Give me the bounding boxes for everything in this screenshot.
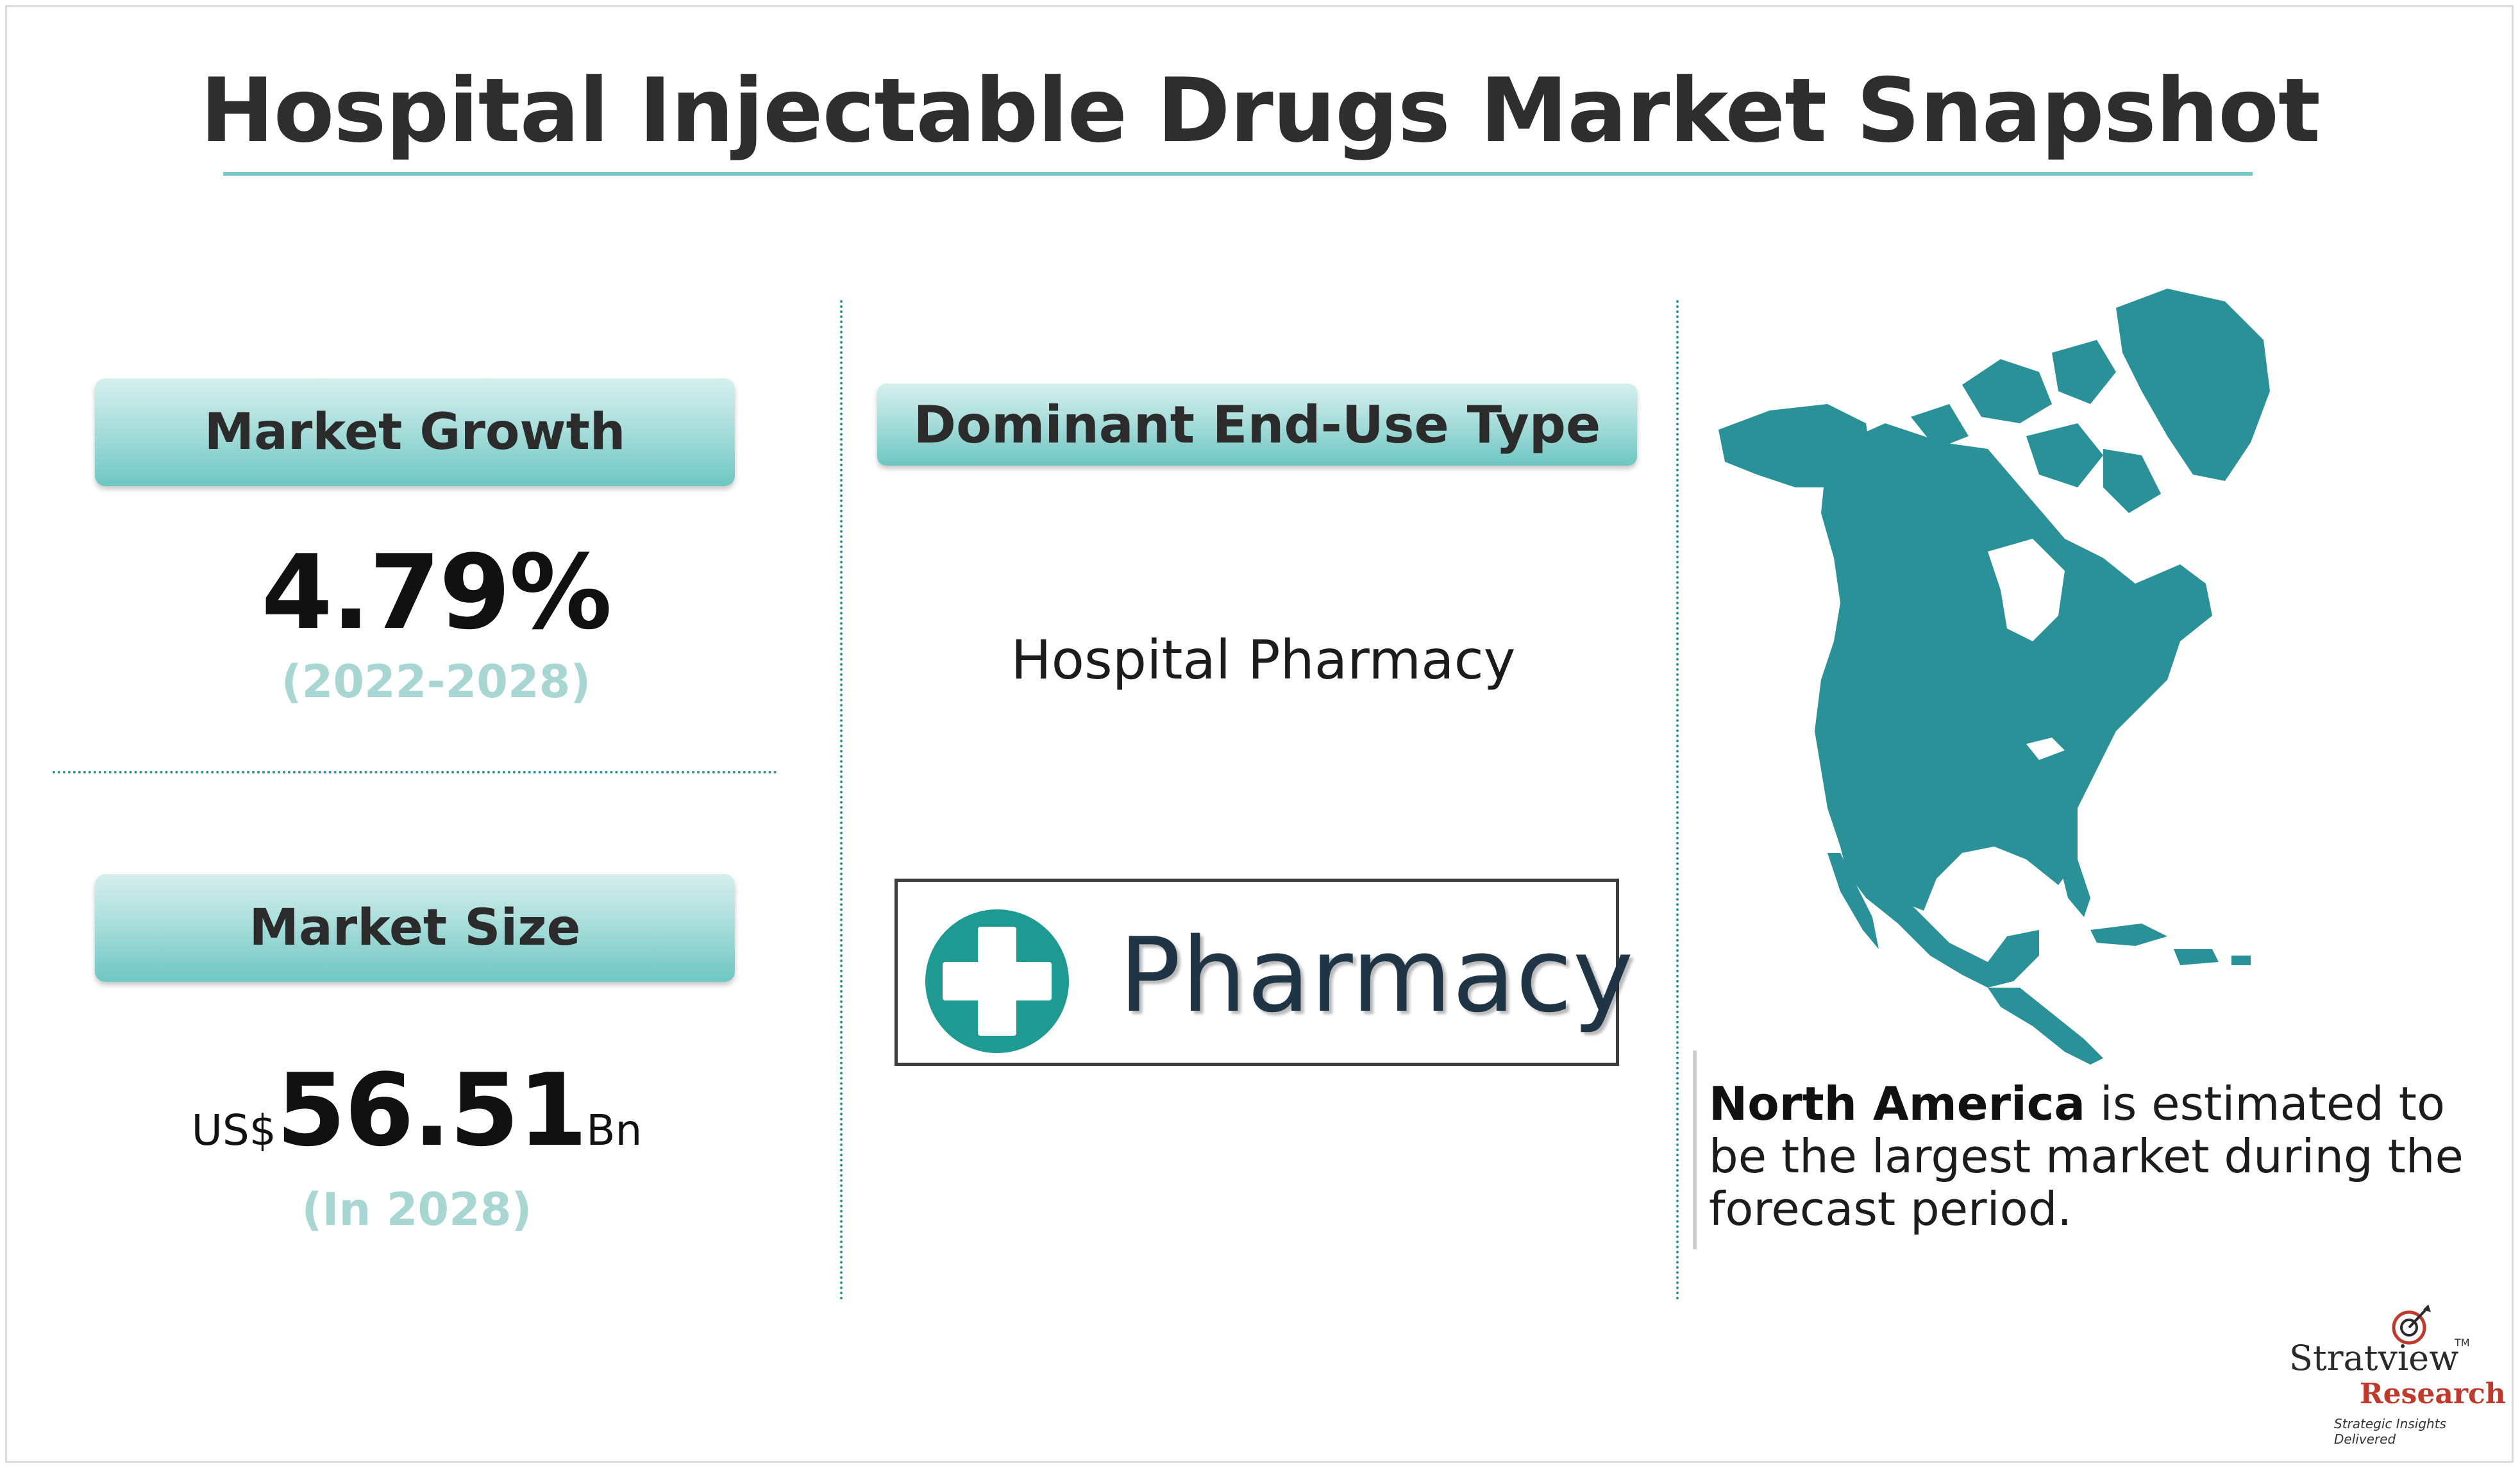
logo-line1: Stratview (2289, 1338, 2459, 1378)
end-use-label: Dominant End-Use Type (913, 394, 1601, 455)
logo-tagline: Strategic Insights Delivered (2334, 1416, 2446, 1447)
quote-bar (1693, 1050, 1697, 1249)
column-divider-right (1676, 300, 1679, 1301)
market-size-currency: US$ (191, 1106, 276, 1155)
end-use-value: Hospital Pharmacy (1011, 629, 1516, 691)
market-size-unit: Bn (586, 1106, 643, 1155)
market-size-value: 56.51 (276, 1052, 587, 1168)
target-arrow-icon (2392, 1304, 2431, 1345)
market-growth-label: Market Growth (204, 403, 626, 461)
section-divider (53, 771, 777, 773)
medical-cross-icon (925, 909, 1069, 1053)
title-underline (223, 172, 2253, 176)
pharmacy-word: Pharmacy (1119, 915, 1634, 1035)
market-growth-value: 4.79% (261, 532, 612, 652)
market-size-value-line: US$56.51Bn (96, 1052, 737, 1168)
market-growth-period: (2022-2028) (281, 655, 591, 708)
logo-tm: TM (2455, 1337, 2470, 1349)
market-size-label: Market Size (249, 899, 581, 957)
region-name: North America (1709, 1077, 2086, 1131)
north-america-map-icon (1718, 289, 2270, 1065)
market-size-period: (In 2028) (301, 1183, 532, 1236)
page-title: Hospital Injectable Drugs Market Snapsho… (200, 59, 2321, 162)
infographic-frame (5, 5, 2514, 1463)
column-divider-left (840, 300, 843, 1301)
pharmacy-sign-image: Pharmacy (895, 879, 1633, 1066)
region-description: is estimated to be the largest market du… (1709, 1077, 2464, 1236)
stratview-logo: Stratview TM Research Strategic Insights… (2283, 1302, 2506, 1449)
logo-line2: Research (2360, 1378, 2506, 1410)
market-growth-pill: Market Growth (95, 378, 735, 486)
market-size-pill: Market Size (95, 874, 735, 982)
region-note: North America is estimated to be the lar… (1709, 1077, 2478, 1235)
end-use-pill: Dominant End-Use Type (877, 384, 1637, 466)
